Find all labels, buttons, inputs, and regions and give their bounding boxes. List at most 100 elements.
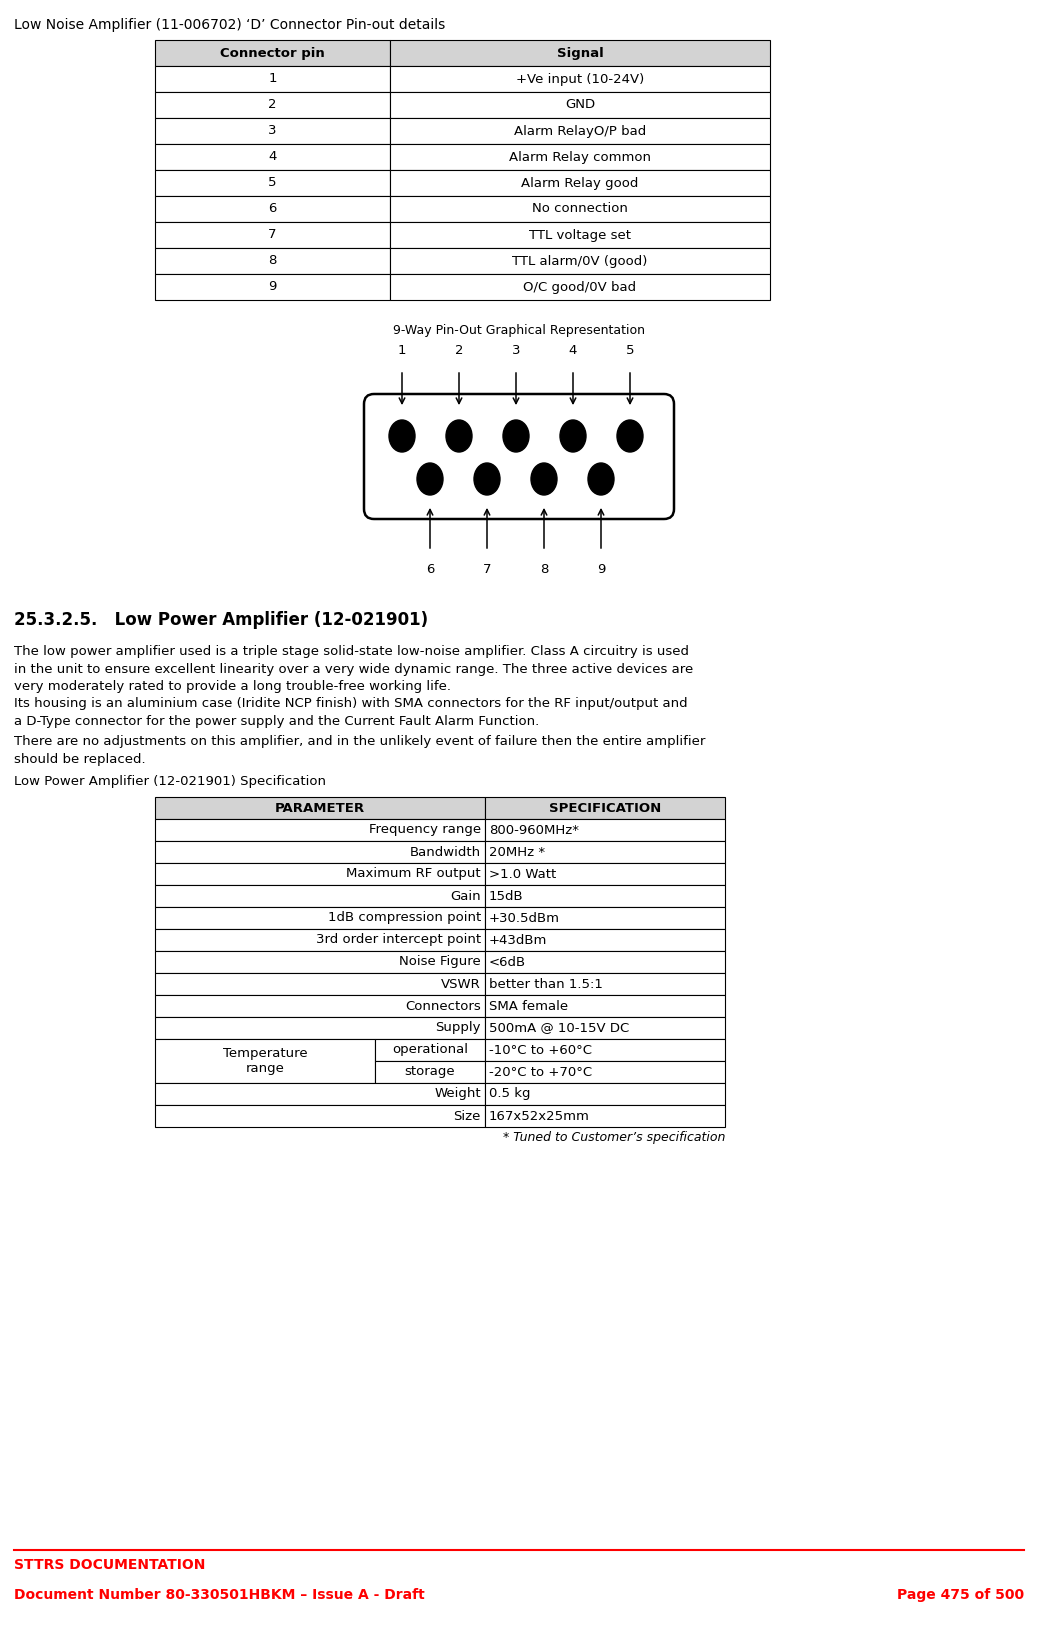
Bar (155, 170, 390, 197)
Ellipse shape (389, 419, 415, 452)
Text: 25.3.2.5.   Low Power Amplifier (12-021901): 25.3.2.5. Low Power Amplifier (12-021901… (13, 611, 428, 629)
Text: * Tuned to Customer’s specification: * Tuned to Customer’s specification (502, 1130, 725, 1143)
Bar (155, 144, 390, 170)
Ellipse shape (474, 464, 500, 495)
Text: TTL voltage set: TTL voltage set (529, 228, 631, 241)
Text: 9-Way Pin-Out Graphical Representation: 9-Way Pin-Out Graphical Representation (393, 324, 645, 337)
Text: 9: 9 (597, 563, 605, 577)
Bar (155, 863, 485, 885)
Text: 5: 5 (268, 177, 277, 190)
Text: Low Noise Amplifier (11-006702) ‘D’ Connector Pin-out details: Low Noise Amplifier (11-006702) ‘D’ Conn… (13, 18, 445, 33)
Text: Alarm Relay common: Alarm Relay common (509, 151, 651, 164)
Text: 167x52x25mm: 167x52x25mm (489, 1109, 590, 1122)
Text: 2: 2 (268, 98, 277, 111)
Bar (155, 994, 485, 1017)
Bar (155, 223, 390, 247)
Text: Low Power Amplifier (12-021901) Specification: Low Power Amplifier (12-021901) Specific… (13, 775, 326, 788)
Text: >1.0 Watt: >1.0 Watt (489, 868, 556, 881)
Text: Connector pin: Connector pin (220, 46, 325, 59)
Bar (485, 1038, 725, 1061)
Text: Weight: Weight (434, 1088, 481, 1101)
Bar (485, 840, 725, 863)
Text: Noise Figure: Noise Figure (400, 955, 481, 968)
Bar (390, 118, 770, 144)
Text: 7: 7 (483, 563, 491, 577)
Text: No connection: No connection (532, 203, 628, 216)
Bar (485, 798, 725, 819)
Bar (485, 819, 725, 840)
Text: -20°C to +70°C: -20°C to +70°C (489, 1065, 592, 1078)
Text: Page 475 of 500: Page 475 of 500 (897, 1587, 1025, 1602)
Text: Connectors: Connectors (405, 999, 481, 1012)
Text: O/C good/0V bad: O/C good/0V bad (523, 280, 636, 293)
Bar (155, 840, 485, 863)
Text: STTRS DOCUMENTATION: STTRS DOCUMENTATION (13, 1558, 206, 1572)
Text: 20MHz *: 20MHz * (489, 845, 545, 858)
Text: +43dBm: +43dBm (489, 934, 547, 947)
Text: PARAMETER: PARAMETER (275, 801, 365, 814)
Text: SMA female: SMA female (489, 999, 568, 1012)
Bar (155, 952, 485, 973)
Text: Supply: Supply (436, 1022, 481, 1035)
Bar (485, 1061, 725, 1083)
Bar (155, 1106, 485, 1127)
Text: +30.5dBm: +30.5dBm (489, 911, 559, 924)
Text: 8: 8 (268, 254, 277, 267)
Text: 500mA @ 10-15V DC: 500mA @ 10-15V DC (489, 1022, 629, 1035)
Bar (390, 170, 770, 197)
Bar (155, 274, 390, 300)
Text: 3: 3 (512, 344, 520, 357)
Bar (155, 1083, 485, 1106)
Bar (485, 952, 725, 973)
Text: 3rd order intercept point: 3rd order intercept point (316, 934, 481, 947)
Text: better than 1.5:1: better than 1.5:1 (489, 978, 603, 991)
Bar (485, 863, 725, 885)
Ellipse shape (588, 464, 614, 495)
Bar (485, 1083, 725, 1106)
Bar (155, 197, 390, 223)
Ellipse shape (417, 464, 443, 495)
Text: 9: 9 (268, 280, 277, 293)
Bar (375, 1061, 485, 1083)
Text: 7: 7 (268, 228, 277, 241)
Text: Temperature
range: Temperature range (223, 1047, 307, 1075)
Text: SPECIFICATION: SPECIFICATION (549, 801, 661, 814)
Text: 1dB compression point: 1dB compression point (328, 911, 481, 924)
Text: -10°C to +60°C: -10°C to +60°C (489, 1043, 592, 1057)
Bar (155, 973, 485, 994)
Text: 4: 4 (268, 151, 277, 164)
Text: Alarm Relay good: Alarm Relay good (521, 177, 638, 190)
Text: 3: 3 (268, 124, 277, 138)
Bar (155, 66, 390, 92)
Text: 2: 2 (455, 344, 463, 357)
Ellipse shape (617, 419, 643, 452)
Bar (155, 929, 485, 952)
Text: Maximum RF output: Maximum RF output (347, 868, 481, 881)
Bar (390, 66, 770, 92)
Text: 800-960MHz*: 800-960MHz* (489, 824, 579, 837)
Text: Alarm RelayO/P bad: Alarm RelayO/P bad (514, 124, 646, 138)
Text: <6dB: <6dB (489, 955, 526, 968)
Text: 0.5 kg: 0.5 kg (489, 1088, 530, 1101)
Text: Document Number 80-330501HBKM – Issue A - Draft: Document Number 80-330501HBKM – Issue A … (13, 1587, 425, 1602)
Bar (155, 885, 485, 907)
Bar (155, 1038, 375, 1083)
Bar (390, 144, 770, 170)
Ellipse shape (503, 419, 529, 452)
Bar (390, 223, 770, 247)
Bar (485, 1017, 725, 1038)
Text: Gain: Gain (450, 889, 481, 903)
Text: Bandwidth: Bandwidth (410, 845, 481, 858)
Bar (485, 994, 725, 1017)
Text: 6: 6 (426, 563, 434, 577)
Bar (485, 885, 725, 907)
Bar (485, 929, 725, 952)
Text: Frequency range: Frequency range (368, 824, 481, 837)
Text: GND: GND (565, 98, 595, 111)
Bar (155, 819, 485, 840)
Bar (155, 907, 485, 929)
Text: operational: operational (392, 1043, 468, 1057)
Bar (155, 1017, 485, 1038)
Bar (485, 973, 725, 994)
Bar (155, 92, 390, 118)
